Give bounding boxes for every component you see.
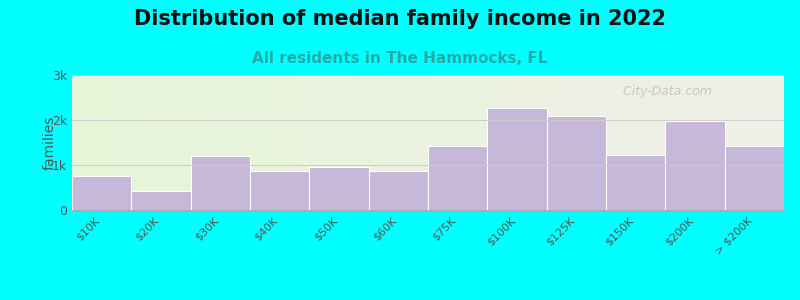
Bar [487,108,546,210]
Text: City-Data.com: City-Data.com [614,85,711,98]
Bar [546,116,606,210]
Y-axis label: families: families [42,115,56,170]
Bar [72,176,131,210]
Bar [606,155,666,210]
Bar [131,191,190,210]
Bar [250,171,310,210]
Bar [190,156,250,210]
Text: Distribution of median family income in 2022: Distribution of median family income in … [134,9,666,29]
Text: All residents in The Hammocks, FL: All residents in The Hammocks, FL [252,51,548,66]
Bar [369,171,428,210]
Bar [428,146,487,210]
Bar [666,122,725,210]
Bar [310,167,369,210]
Bar [725,146,784,210]
